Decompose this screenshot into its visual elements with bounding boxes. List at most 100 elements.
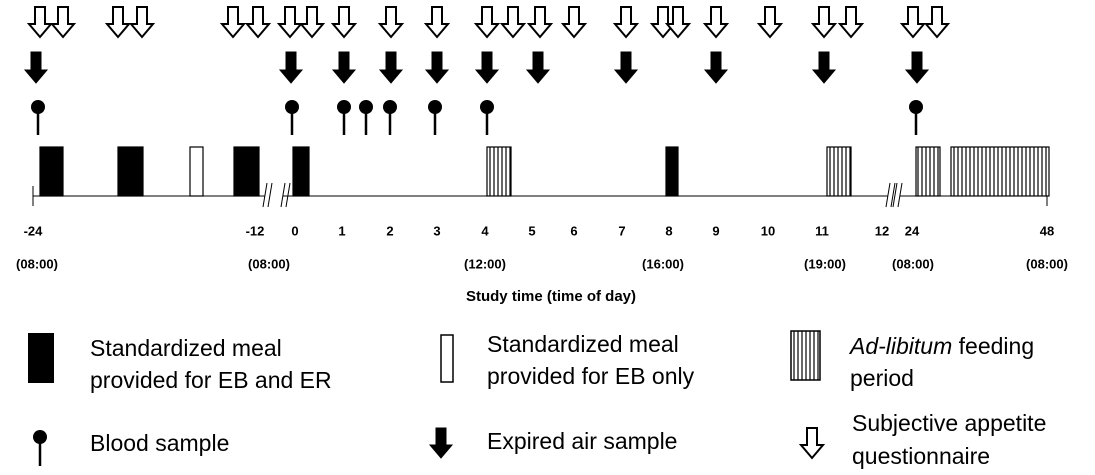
meal-black <box>117 146 144 197</box>
clock-label: (08:00) <box>892 256 934 271</box>
meal-hatched <box>826 146 852 197</box>
hour-label: 2 <box>386 223 393 238</box>
hour-label: -12 <box>246 223 265 238</box>
appetite-arrow <box>423 6 451 39</box>
legend-text: Subjective appetite <box>852 410 1046 436</box>
air-arrow <box>428 427 454 459</box>
appetite-arrow <box>499 6 527 39</box>
axis-title: Study time (time of day) <box>466 288 636 305</box>
clock-label: (08:00) <box>16 256 58 271</box>
air-arrow <box>904 51 930 84</box>
appetite-arrow <box>128 6 156 39</box>
hour-label: 9 <box>712 223 719 238</box>
appetite-arrow <box>473 6 501 39</box>
clock-label: (16:00) <box>642 256 684 271</box>
appetite-arrow <box>756 6 784 39</box>
air-arrow <box>703 51 729 84</box>
legend-text: Blood sample <box>90 430 229 456</box>
axis-break <box>262 182 268 208</box>
blood-pin-head <box>337 100 351 114</box>
appetite-arrow <box>664 6 692 39</box>
legend-text: period <box>850 365 914 391</box>
appetite-arrow <box>219 6 247 39</box>
blood-pin-head <box>359 100 373 114</box>
legend-text: feeding <box>952 333 1034 359</box>
appetite-arrow <box>276 6 304 39</box>
legend-text: provided for EB only <box>487 363 695 389</box>
hour-label: 4 <box>481 223 489 238</box>
meal-hatched <box>915 146 941 197</box>
hour-label: 7 <box>618 223 625 238</box>
hour-label: 0 <box>291 223 298 238</box>
axis-break <box>267 182 273 208</box>
hour-label: -24 <box>24 223 44 238</box>
air-arrow <box>424 51 450 84</box>
blood-pin-head <box>33 430 47 444</box>
timeline-shapes: -24 -12 0 1 2 3 4 5 6 7 8 9 10 11 12 24 48(08:00) (08:00)… <box>16 6 1068 271</box>
meal-black <box>39 146 64 197</box>
meal-white <box>189 146 204 197</box>
clock-label: (12:00) <box>464 256 506 271</box>
legend-text: Standardized meal <box>90 335 282 361</box>
appetite-arrow <box>798 427 826 460</box>
legend-text: provided for EB and ER <box>90 367 332 393</box>
hour-label: 24 <box>905 223 920 238</box>
meal-hatched <box>486 146 512 197</box>
appetite-arrow <box>26 6 54 39</box>
hour-label: 3 <box>433 223 440 238</box>
appetite-arrow <box>899 6 927 39</box>
hour-label: 12 <box>875 223 889 238</box>
appetite-arrow <box>330 6 358 39</box>
meal-hatched <box>950 146 1050 197</box>
legend-meal-eb-icon <box>440 334 454 383</box>
axis-break <box>285 182 291 208</box>
legend-meal-eb-er-icon <box>28 333 54 383</box>
meal-black <box>292 146 310 197</box>
air-arrow <box>613 51 639 84</box>
air-arrow <box>331 51 357 84</box>
appetite-arrow <box>526 6 554 39</box>
axis-break <box>885 182 891 208</box>
axis-break <box>890 182 896 208</box>
hour-label: 5 <box>528 223 535 238</box>
axis-break <box>280 182 286 208</box>
appetite-arrow <box>49 6 77 39</box>
legend-icons <box>33 427 826 466</box>
blood-pin-head <box>31 100 45 114</box>
clock-label: (08:00) <box>248 256 290 271</box>
hour-label: 10 <box>761 223 775 238</box>
hour-label: 1 <box>338 223 345 238</box>
appetite-arrow <box>560 6 588 39</box>
axis-break <box>897 182 903 208</box>
air-arrow <box>474 51 500 84</box>
blood-pin-head <box>428 100 442 114</box>
meal-black <box>665 146 679 197</box>
axis-break <box>892 182 898 208</box>
air-arrow <box>525 51 551 84</box>
appetite-arrow <box>702 6 730 39</box>
appetite-arrow <box>377 6 405 39</box>
clock-label: (19:00) <box>804 256 846 271</box>
hour-label: 6 <box>570 223 577 238</box>
meal-black <box>233 146 260 197</box>
blood-pin-head <box>383 100 397 114</box>
appetite-arrow <box>244 6 272 39</box>
appetite-arrow <box>923 6 951 39</box>
hour-label: 11 <box>815 223 829 238</box>
legend-text: questionnaire <box>852 443 990 469</box>
appetite-arrow <box>298 6 326 39</box>
hour-label: 8 <box>665 223 672 238</box>
blood-pin-head <box>909 100 923 114</box>
air-arrow <box>811 51 837 84</box>
air-arrow <box>278 51 304 84</box>
appetite-arrow <box>810 6 838 39</box>
appetite-arrow <box>612 6 640 39</box>
legend-text-italic: Ad-libitum <box>848 333 952 359</box>
legend-ad-libitum-icon <box>790 330 821 381</box>
clock-label: (08:00) <box>1026 256 1068 271</box>
air-arrow <box>378 51 404 84</box>
blood-pin-head <box>285 100 299 114</box>
hour-label: 48 <box>1040 223 1054 238</box>
